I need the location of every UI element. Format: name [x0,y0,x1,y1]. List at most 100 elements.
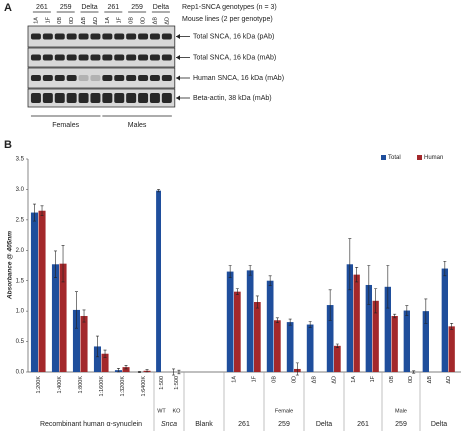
lane-label: 0D [141,17,147,24]
error-bar [268,275,272,286]
group-label: Blank [195,421,213,428]
bar [246,270,254,372]
blot-band [138,33,149,40]
row-arrowhead [176,34,180,39]
bar [334,345,341,372]
error-bar [116,368,120,373]
blot-band [30,93,41,103]
error-bar [295,362,299,376]
error-bar [443,260,447,277]
y-tick-label: 3.5 [16,157,25,163]
legend-label: Total [388,155,401,161]
blot-band [30,75,41,81]
panel-label: B [4,139,12,151]
blot-band [78,54,89,61]
group-label: 261 [238,421,250,428]
blot-band [161,75,172,81]
x-tick-label: 1F [370,375,376,382]
panel-label: A [4,2,12,14]
bar [326,305,334,372]
blot-strip [27,47,176,68]
error-bar [82,309,86,323]
blot-band [78,75,89,81]
blot-band [102,75,113,81]
error-bar [172,368,176,376]
error-bar [177,369,181,375]
error-bar [124,365,128,370]
group-label: 259 [278,421,290,428]
bar [422,311,429,372]
bar [93,346,101,372]
lane-label: 1A [33,17,39,24]
error-bar [74,291,78,329]
blot-band [90,93,101,103]
blot-band [161,33,172,40]
x-tick-label: ΔD [446,376,452,384]
group-label: 259 [395,421,407,428]
group-label: Recombinant human α-synuclein [40,421,142,428]
subgroup-label: WT [157,408,166,414]
error-bar [393,313,397,319]
blot-strip [27,25,176,48]
blot-band [161,93,172,103]
blot-row-label: Total SNCA, 16 kDa (mAb) [193,54,276,61]
bar [448,326,455,372]
lane-label: ΔD [93,17,99,25]
blot-band [90,54,101,61]
error-bar [228,265,232,278]
genotype-label: 261 [36,4,48,11]
blot-band [42,33,53,40]
bar [254,302,261,372]
blot-band [54,54,65,61]
subgroup-label: Male [395,408,407,414]
x-tick-label: ΔB [427,376,433,384]
x-tick-label: 0D [291,376,297,383]
bar [156,190,161,372]
error-bar [348,238,352,291]
blot-band [102,33,113,40]
bar [286,322,294,372]
error-bar [103,349,107,358]
row-arrowhead [176,55,180,60]
x-tick-label: ΔB [311,376,317,384]
error-bar [95,335,99,358]
y-tick-label: 2.0 [16,248,25,254]
sex-label: Males [128,122,147,129]
error-bar [32,203,36,222]
bar [266,280,274,372]
bar [403,310,410,372]
genotype-title: Rep1-SNCA genotypes (n = 3) [182,4,277,11]
bar [365,284,372,372]
error-bar [355,267,359,283]
blot-band [126,93,137,103]
lane-label: ΔD [164,17,170,25]
blot-band [138,93,149,103]
error-bar [367,265,371,305]
blot-row-label: Beta-actin, 38 kDa (mAb) [193,95,272,102]
bar [391,316,398,372]
blot-band [90,33,101,40]
error-bar [308,321,312,328]
bar [30,212,38,372]
x-tick-label: 1:500 [174,376,180,390]
x-tick-label: 0D [408,376,414,383]
blot-band [30,33,41,40]
error-bar [137,371,141,373]
lane-label: 1A [105,17,111,24]
error-bar [374,288,378,314]
genotype-label: 259 [131,4,143,11]
blot-band [66,33,77,40]
blot-band [78,33,89,40]
blot-strip [27,67,176,89]
lane-label: 0B [129,17,135,24]
blot-band [66,93,77,103]
lane-label: 0B [57,17,63,24]
bar [353,274,360,372]
x-tick-label: 1:800K [78,376,84,394]
error-bar [424,298,428,324]
error-bar [255,295,259,309]
lane-label: ΔB [81,17,87,25]
blot-band [149,93,160,103]
blot-band [102,54,113,61]
x-tick-label: 1:200K [36,376,42,394]
